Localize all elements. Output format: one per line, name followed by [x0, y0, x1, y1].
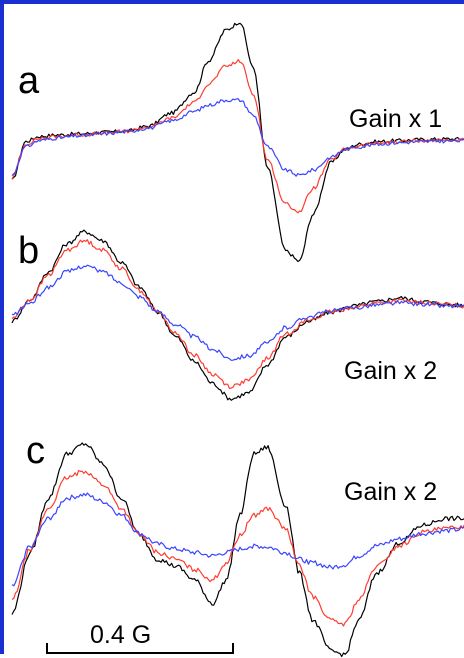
scale-bar: [46, 643, 234, 654]
panel-label-b: b: [18, 230, 40, 272]
scale-bar-label: 0.4 G: [90, 621, 152, 649]
spectrum-trace-b-1: [11, 239, 464, 390]
spectrum-trace-a-0: [11, 22, 464, 263]
panel-label-a: a: [18, 60, 40, 102]
spectrum-trace-c-2: [11, 492, 464, 587]
gain-label-a: Gain x 1: [349, 105, 443, 133]
plot-area: [11, 22, 464, 658]
spectrum-trace-b-0: [11, 229, 464, 401]
spectrum-trace-a-2: [11, 98, 464, 177]
spectrum-trace-c-1: [11, 469, 464, 627]
spectrum-trace-c-0: [11, 442, 464, 658]
gain-label-b: Gain x 2: [344, 357, 438, 385]
panel-label-c: c: [26, 430, 45, 472]
spectrum-trace-b-2: [11, 264, 464, 361]
gain-label-c: Gain x 2: [344, 478, 438, 506]
